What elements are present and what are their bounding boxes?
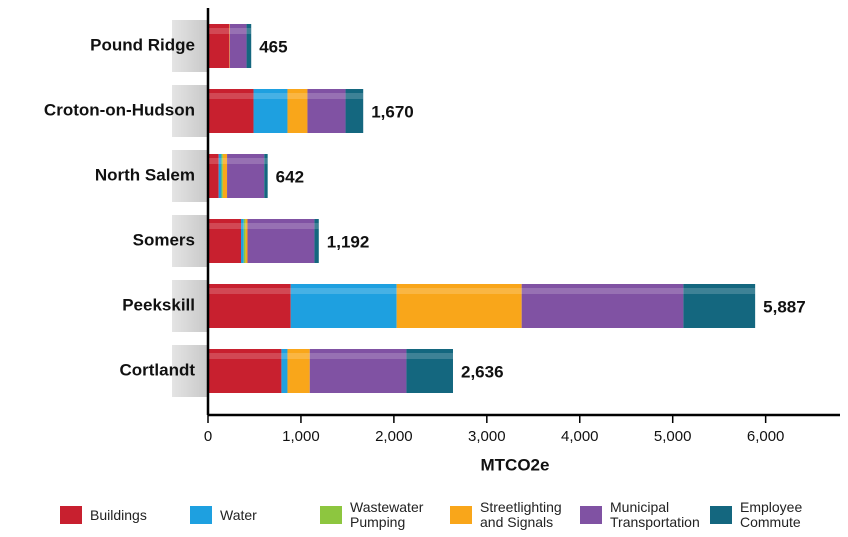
bar-segment	[218, 154, 222, 198]
x-tick-label: 1,000	[282, 428, 320, 445]
category-label: Pound Ridge	[90, 35, 195, 54]
legend-item: Wastewater Pumping	[320, 500, 450, 530]
bar-segment	[287, 349, 310, 393]
x-tick-label: 6,000	[747, 428, 785, 445]
legend-swatch	[60, 506, 82, 524]
legend-swatch	[190, 506, 212, 524]
x-tick-label: 4,000	[561, 428, 599, 445]
bar-segment	[245, 219, 248, 263]
total-label: 642	[276, 167, 304, 186]
page: MTCO2e Pound Ridge 465 Croton-on-Hudson 1,6…	[44, 8, 840, 530]
bar-segment	[208, 284, 291, 328]
bar-segment	[290, 284, 397, 328]
legend-swatch	[450, 506, 472, 524]
bar-segment	[221, 154, 223, 198]
legend: Buildings Water Wastewater Pumping Streetli…	[60, 500, 848, 530]
bar-segment	[247, 219, 315, 263]
bar-segment	[314, 219, 319, 263]
bar-gloss	[208, 353, 453, 359]
x-axis-title: MTCO2e	[481, 455, 550, 474]
x-tick-label: 2,000	[375, 428, 413, 445]
bar-segment	[396, 284, 522, 328]
total-label: 5,887	[763, 297, 806, 316]
label-shade	[172, 345, 208, 397]
bar-segment	[307, 89, 346, 133]
label-shade	[172, 280, 208, 332]
category-label: Croton-on-Hudson	[44, 100, 195, 119]
label-shade	[172, 215, 208, 267]
bar-gloss	[208, 158, 268, 164]
bar-segment	[208, 219, 241, 263]
bar-gloss	[208, 223, 319, 229]
x-tick-label: 0	[204, 428, 212, 445]
bar-segment	[264, 154, 268, 198]
legend-label: Municipal Transportation	[610, 499, 700, 530]
total-label: 1,192	[327, 232, 370, 251]
x-tick-label: 3,000	[468, 428, 506, 445]
total-label: 465	[259, 37, 287, 56]
bar-segment	[222, 154, 228, 198]
bar-segment	[208, 89, 254, 133]
total-label: 2,636	[461, 362, 504, 381]
bar-gloss	[208, 28, 252, 34]
label-shade	[172, 20, 208, 72]
bar-segment	[309, 349, 407, 393]
legend-item: Employee Commute	[710, 500, 840, 530]
x-tick-label: 5,000	[654, 428, 692, 445]
bar-segment	[208, 24, 230, 68]
bar-segment	[229, 24, 247, 68]
legend-swatch	[580, 506, 602, 524]
total-label: 1,670	[371, 102, 414, 121]
label-shade	[172, 85, 208, 137]
bar-segment	[281, 349, 288, 393]
legend-label: Wastewater Pumping	[350, 499, 424, 530]
bar-segment	[240, 219, 244, 263]
bar-segment	[208, 154, 219, 198]
bar-segment	[406, 349, 453, 393]
legend-item: Water	[190, 500, 320, 530]
legend-item: Municipal Transportation	[580, 500, 710, 530]
legend-swatch	[320, 506, 342, 524]
bar-segment	[208, 349, 282, 393]
bar-segment	[246, 24, 252, 68]
bar-gloss	[208, 93, 364, 99]
category-label: Somers	[133, 230, 195, 249]
bar-segment	[287, 89, 308, 133]
legend-label: Streetlighting and Signals	[480, 499, 562, 530]
legend-label: Buildings	[90, 506, 147, 523]
bar-segment	[345, 89, 364, 133]
bar-segment	[683, 284, 756, 328]
bar-segment	[253, 89, 288, 133]
bar-segment	[521, 284, 684, 328]
legend-item: Streetlighting and Signals	[450, 500, 580, 530]
bar-segment	[243, 219, 246, 263]
legend-label: Water	[220, 506, 257, 523]
bar-gloss	[208, 288, 756, 294]
category-label: North Salem	[95, 165, 195, 184]
chart: MTCO2e Pound Ridge 465 Croton-on-Hudson 1,6…	[44, 8, 840, 474]
legend-swatch	[710, 506, 732, 524]
category-label: Cortlandt	[119, 360, 195, 379]
legend-label: Employee Commute	[740, 499, 803, 530]
label-shade	[172, 150, 208, 202]
category-label: Peekskill	[122, 295, 195, 314]
bar-segment	[227, 154, 265, 198]
legend-item: Buildings	[60, 500, 190, 530]
